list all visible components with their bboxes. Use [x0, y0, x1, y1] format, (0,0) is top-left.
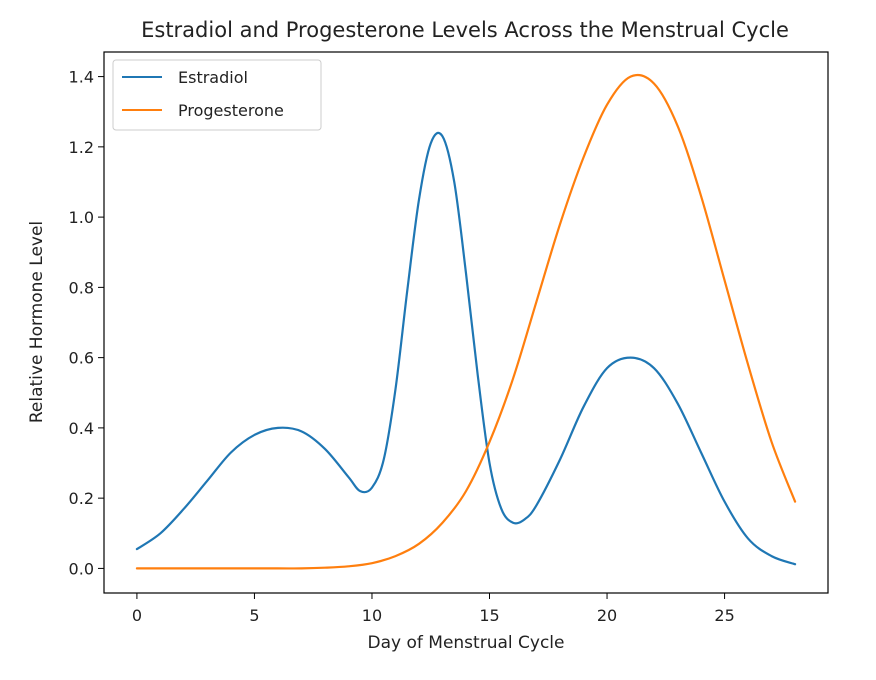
y-tick-label: 1.0: [69, 208, 94, 227]
x-tick-label: 5: [249, 606, 259, 625]
legend-label-estradiol: Estradiol: [178, 68, 248, 87]
y-tick-label: 0.6: [69, 349, 94, 368]
chart-title: Estradiol and Progesterone Levels Across…: [141, 18, 789, 42]
y-tick-label: 0.4: [69, 419, 94, 438]
x-tick-label: 20: [597, 606, 617, 625]
legend-label-progesterone: Progesterone: [178, 101, 284, 120]
series-layer: [135, 73, 797, 570]
y-tick-label: 1.2: [69, 138, 94, 157]
series-line-progesterone: [135, 73, 797, 570]
x-tick-label: 10: [362, 606, 382, 625]
x-axis: 0 5 10 15 20 25: [132, 593, 735, 625]
legend-box: [112, 59, 322, 131]
series-line-estradiol: [135, 131, 797, 566]
x-tick-label: 15: [479, 606, 499, 625]
x-tick-label: 0: [132, 606, 142, 625]
y-tick-label: 0.0: [69, 559, 94, 578]
plot-frame: [103, 51, 829, 594]
y-axis-label: Relative Hormone Level: [27, 221, 47, 423]
legend: Estradiol Progesterone: [112, 59, 322, 131]
y-axis: 0.0 0.2 0.4 0.6 0.8 1.0 1.2 1.4: [69, 68, 104, 578]
x-axis-label: Day of Menstrual Cycle: [368, 633, 565, 653]
y-tick-label: 0.2: [69, 489, 94, 508]
x-tick-label: 25: [714, 606, 734, 625]
y-tick-label: 1.4: [69, 68, 94, 87]
y-tick-label: 0.8: [69, 278, 94, 297]
